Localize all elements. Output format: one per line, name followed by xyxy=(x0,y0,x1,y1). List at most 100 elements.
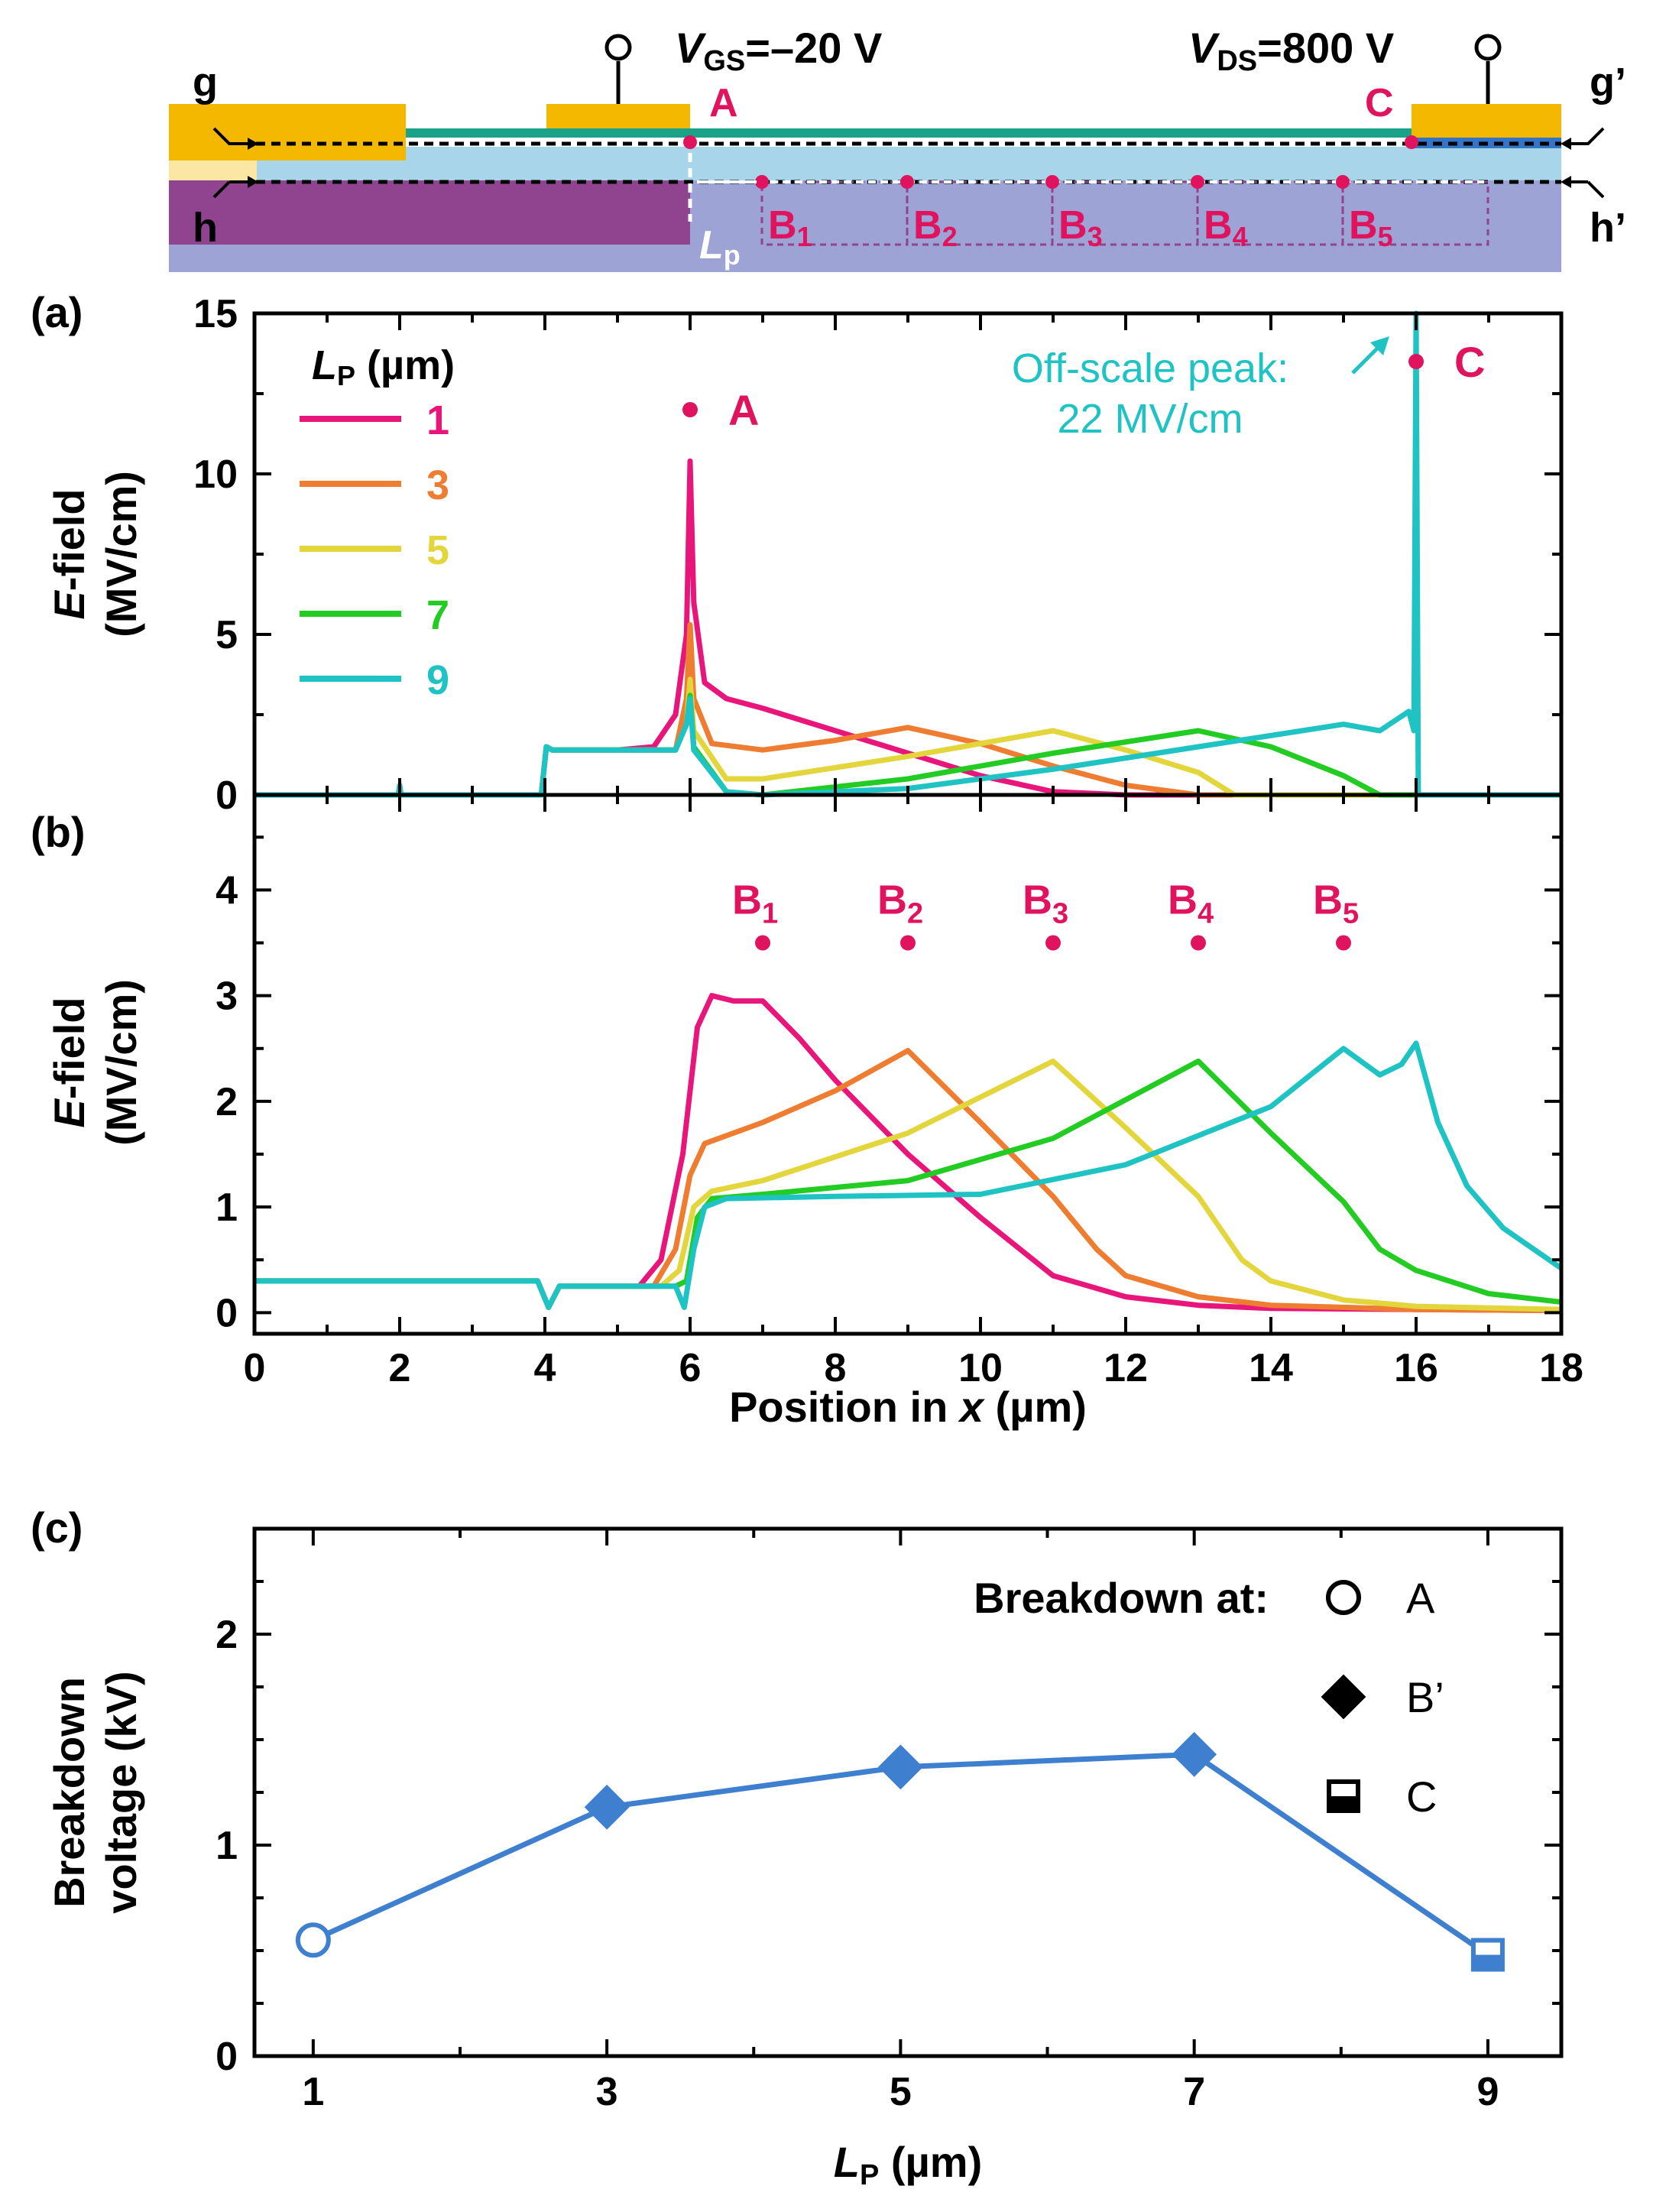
panel-a-ylabel: E-field xyxy=(45,488,93,619)
point-b4-marker xyxy=(1191,175,1204,189)
panel-c-ylabel-line2: voltage (kV) xyxy=(97,1671,145,1913)
panel-b-xtick-label: 18 xyxy=(1539,1346,1583,1390)
point-a-label: A xyxy=(709,81,738,125)
point-b4-label: B4 xyxy=(1204,203,1248,252)
drain-terminal-icon xyxy=(1474,34,1502,61)
offscale-arrowhead xyxy=(1370,336,1389,355)
bv-legend-marker-circle xyxy=(1326,1580,1361,1615)
bv-legend-label-square: C xyxy=(1406,1773,1437,1821)
panel-c-label: (c) xyxy=(31,1503,83,1552)
legend-title: LP (µm) xyxy=(312,342,455,391)
breakdown-point-lp7 xyxy=(1172,1731,1217,1777)
bv-legend-title: Breakdown at: xyxy=(974,1574,1269,1622)
panel-b-series-lp1 xyxy=(254,993,1562,1314)
bv-legend-marker-square-half xyxy=(1329,1796,1358,1811)
point-b2-marker xyxy=(900,175,914,189)
cutline-h-prime-label: h’ xyxy=(1590,205,1626,251)
legend-label-lp3: 3 xyxy=(426,462,449,508)
panel-c-xtick-label: 3 xyxy=(596,2070,618,2114)
cutline-g-arrow-left xyxy=(212,127,252,145)
panel-b-xlabel: Position in x (µm) xyxy=(729,1383,1087,1431)
gate-terminal-icon xyxy=(604,34,632,61)
panel-b-point-b2-marker xyxy=(900,935,916,951)
panel-b-point-b4-label: B4 xyxy=(1168,877,1214,930)
panel-c-xlabel: LP (µm) xyxy=(834,2138,983,2191)
cutline-h-label: h xyxy=(193,205,218,251)
panel-c-xtick-label: 7 xyxy=(1183,2070,1205,2114)
panel-c-xtick-label: 1 xyxy=(302,2070,324,2114)
implant-box-3 xyxy=(1051,180,1199,246)
point-c-label: C xyxy=(1365,81,1394,125)
panel-c: (c) 1 3 5 7 9 0 1 2 Breakdown voltage (kV) LP (… xyxy=(31,1503,1564,2191)
panel-c-xtick-label: 9 xyxy=(1476,2070,1499,2114)
panel-b-point-b5-label: B5 xyxy=(1313,877,1359,930)
panel-b-point-b5-marker xyxy=(1336,935,1351,951)
cutline-g-arrow-right xyxy=(1567,127,1605,145)
panel-a-series-lp1 xyxy=(254,458,1561,798)
cutline-h-arrowhead-right xyxy=(1561,176,1571,188)
thin-layer-left xyxy=(169,161,257,180)
cutline-h-arrow-right xyxy=(1567,180,1605,199)
panel-c-ylabel-line1: Breakdown xyxy=(45,1677,93,1908)
implant-box-2 xyxy=(906,180,1054,246)
gate-metal-left xyxy=(169,104,406,161)
panel-c-ytick-label: 2 xyxy=(216,1613,238,1657)
panel-a-ytick-label: 5 xyxy=(216,613,238,657)
implant-region xyxy=(690,180,1561,245)
panel-b-xtick-label: 2 xyxy=(389,1346,411,1390)
point-b2-label: B2 xyxy=(913,203,958,252)
breakdown-point-lp5 xyxy=(877,1744,923,1790)
bv-legend-label-diamond: B’ xyxy=(1406,1673,1444,1721)
drain-metal xyxy=(1412,104,1561,138)
panel-b-frame xyxy=(252,793,1564,1336)
implant-box-4 xyxy=(1196,180,1344,246)
panel-b-point-b4-marker xyxy=(1191,935,1206,951)
legend-label-lp5: 5 xyxy=(426,527,449,573)
panel-b-ytick-label: 2 xyxy=(216,1080,238,1124)
panel-a-point-a-label: A xyxy=(728,386,759,434)
panel-c-ytick-label: 0 xyxy=(216,2035,238,2079)
point-b3-marker xyxy=(1045,175,1059,189)
panel-b-xtick-label: 4 xyxy=(534,1346,556,1390)
point-b3-label: B3 xyxy=(1058,203,1103,252)
cutline-g-label: g xyxy=(193,60,218,105)
panel-a-ytick-label: 0 xyxy=(216,774,238,818)
panel-b-ylabel: E-field xyxy=(45,997,93,1127)
panel-b-ytick-label: 3 xyxy=(216,975,238,1019)
breakdown-point-lp9-half xyxy=(1473,1954,1502,1970)
panel-c-xtick-label: 5 xyxy=(890,2070,912,2114)
panel-b-series-lp7 xyxy=(254,1058,1562,1310)
legend-label-lp9: 9 xyxy=(426,657,449,703)
panel-b-point-b3-label: B3 xyxy=(1023,877,1068,930)
vgs-label: VGS=–20 V xyxy=(675,24,882,77)
panel-c-frame xyxy=(252,1526,1564,2058)
panel-b-point-b2-label: B2 xyxy=(877,877,923,930)
panel-b-series-lp9 xyxy=(254,1040,1563,1310)
panel-b-point-b1-label: B1 xyxy=(732,877,778,930)
offscale-text-line1: Off-scale peak: xyxy=(1012,345,1288,391)
legend-label-lp7: 7 xyxy=(426,592,449,638)
gate-metal-top xyxy=(546,104,690,128)
panel-c-ytick-label: 1 xyxy=(216,1824,238,1868)
panel-a-series-lp3 xyxy=(254,621,1561,798)
cutline-g-prime-label: g’ xyxy=(1590,60,1626,105)
panel-a-point-a-marker xyxy=(682,402,698,417)
panel-b-xtick-label: 0 xyxy=(244,1346,266,1390)
panel-b-xtick-label: 10 xyxy=(958,1346,1003,1390)
panel-a-label: (a) xyxy=(31,288,83,336)
panel-b-xtick-label: 6 xyxy=(679,1346,702,1390)
panel-b-xtick-label: 8 xyxy=(825,1346,847,1390)
buffer-layer xyxy=(169,243,1561,272)
panel-a-ytick-label: 15 xyxy=(193,292,238,336)
panel-b-xtick-label: 12 xyxy=(1104,1346,1148,1390)
point-b1-marker xyxy=(755,175,769,189)
panel-a-ytick-label: 10 xyxy=(193,452,238,497)
panel-b-ytick-label: 0 xyxy=(216,1291,238,1335)
bv-legend-label-circle: A xyxy=(1406,1574,1435,1622)
cutline-g-arrowhead-right xyxy=(1561,138,1571,150)
panel-b-label: (b) xyxy=(31,808,86,856)
breakdown-point-lp3 xyxy=(584,1784,630,1830)
panel-b-ylabel-unit: (MV/cm) xyxy=(97,979,145,1146)
panel-b-ytick-label: 4 xyxy=(216,868,238,913)
